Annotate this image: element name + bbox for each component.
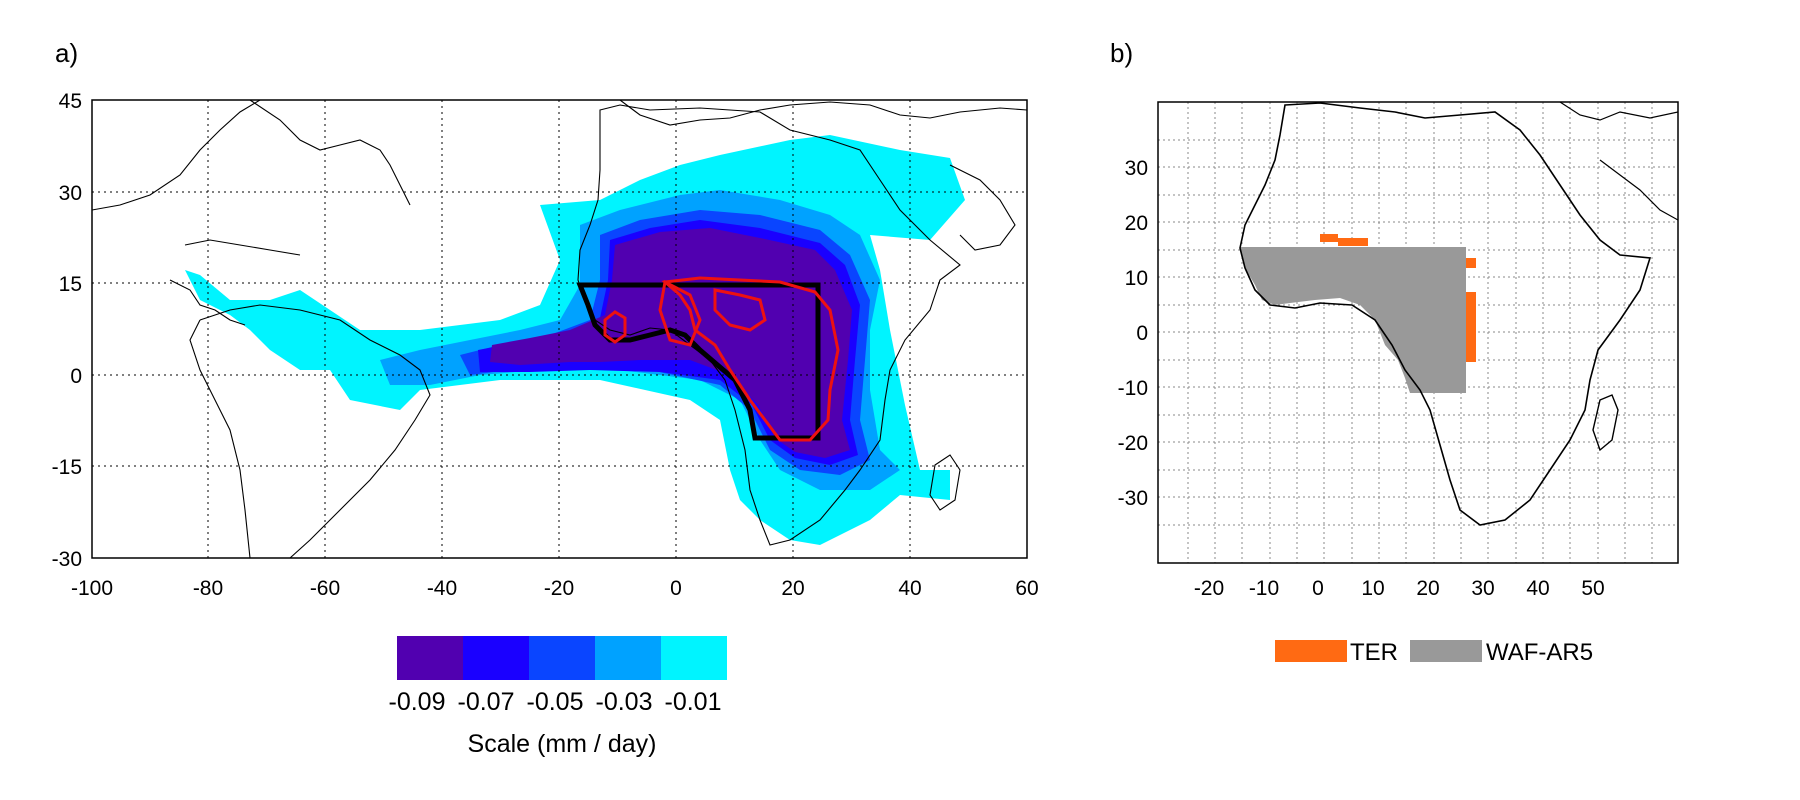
y-tick-a-2: 30 [59,182,82,205]
ter-region [1320,234,1476,362]
x-tick-a-4: -40 [427,577,457,600]
map-a-gridlines [92,100,1027,558]
colorbar-label-5: -0.01 [665,688,722,716]
panel-a-label: a) [55,38,78,68]
y-tick-a-4: 0 [70,365,82,388]
y-tick-b-7: -30 [1118,487,1148,510]
colorbar-title: Scale (mm / day) [468,730,657,758]
y-tick-a-6: -30 [52,548,82,571]
colorbar-label-2: -0.07 [458,688,515,716]
colorbar-label-1: -0.09 [389,688,446,716]
x-tick-a-6: 0 [670,577,682,600]
x-tick-a-3: -60 [310,577,340,600]
legend-swatch-waf-ar5 [1410,640,1482,662]
y-tick-b-4: 0 [1136,322,1148,345]
x-tick-b-4: 10 [1361,577,1384,600]
x-tick-b-6: 30 [1471,577,1494,600]
y-tick-b-5: -10 [1118,377,1148,400]
waf-ar5-region [1240,247,1466,393]
x-tick-b-5: 20 [1416,577,1439,600]
x-tick-a-5: -20 [544,577,574,600]
x-tick-b-2: -10 [1249,577,1279,600]
waf-region-outline [576,282,821,441]
map-b-africa-coastline [1239,102,1652,526]
map-a-y-ticks: 45 30 15 0 -15 -30 [52,90,82,571]
colorbar-label-3: -0.05 [527,688,584,716]
colorbar-swatch-4 [595,636,661,680]
x-tick-b-7: 40 [1526,577,1549,600]
y-tick-a-1: 45 [59,90,82,113]
y-tick-a-5: -15 [52,456,82,479]
x-tick-a-8: 40 [898,577,921,600]
map-a-frame [91,99,1028,559]
x-tick-b-3: 0 [1312,577,1324,600]
x-tick-b-8: 50 [1581,577,1604,600]
y-tick-b-1: 30 [1125,157,1148,180]
map-a-x-ticks: -100 -80 -60 -40 -20 0 20 40 60 [71,577,1039,600]
y-tick-b-3: 10 [1125,267,1148,290]
red-contour-4 [658,279,702,347]
legend-label-waf-ar5: WAF-AR5 [1486,639,1593,666]
x-tick-a-7: 20 [781,577,804,600]
legend-label-ter: TER [1350,639,1398,666]
map-b-frame [1157,101,1679,564]
colorbar-swatch-1 [397,636,463,680]
x-tick-b-1: -20 [1194,577,1224,600]
map-b-madagascar [1592,394,1619,452]
legend-swatch-ter [1275,640,1347,662]
red-contour-3 [603,310,627,344]
x-tick-a-2: -80 [193,577,223,600]
y-tick-b-6: -20 [1118,432,1148,455]
x-tick-a-1: -100 [71,577,113,600]
red-contour-2 [713,288,767,332]
colorbar: -0.09 -0.07 -0.05 -0.03 -0.01 Scale (mm … [389,636,727,758]
y-tick-b-2: 20 [1125,212,1148,235]
colorbar-label-4: -0.03 [596,688,653,716]
colorbar-swatch-3 [529,636,595,680]
map-b-x-ticks: -20 -10 0 10 20 30 40 50 [1194,577,1605,600]
map-b-arabia-coastline [1559,102,1678,221]
red-contours [603,276,840,442]
map-b-y-ticks: 30 20 10 0 -10 -20 -30 [1118,157,1148,510]
y-tick-a-3: 15 [59,273,82,296]
panel-b-label: b) [1110,38,1133,68]
colorbar-swatch-5 [661,636,727,680]
map-b-legend: TER WAF-AR5 [1275,639,1593,666]
colorbar-swatch-2 [463,636,529,680]
x-tick-a-9: 60 [1015,577,1038,600]
